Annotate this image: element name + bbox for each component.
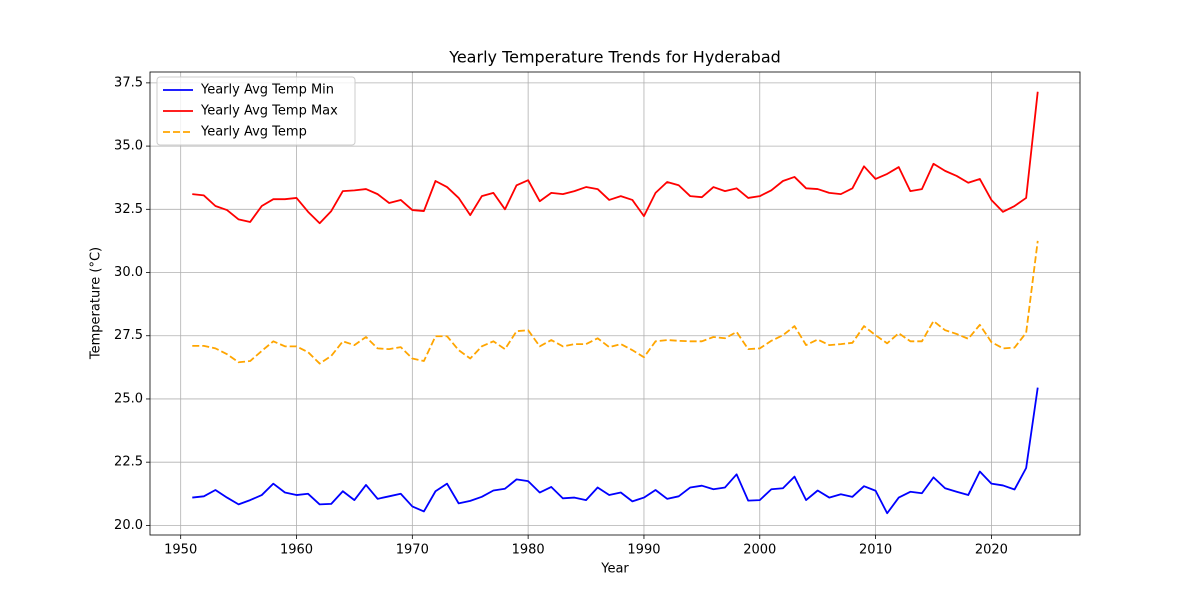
- y-tick-label: 32.5: [114, 202, 143, 217]
- y-tick-label: 35.0: [114, 139, 143, 154]
- legend-box: [156, 76, 356, 146]
- grid: [150, 72, 1080, 535]
- x-tick-label: 1970: [396, 543, 429, 558]
- axes-frame: [149, 71, 1081, 536]
- x-tick-label: 1950: [164, 543, 197, 558]
- legend-label: Yearly Avg Temp Max: [200, 104, 338, 119]
- y-tick-label: 25.0: [114, 391, 143, 406]
- y-axis-label: Temperature (°C): [89, 247, 104, 360]
- data-line: [192, 91, 1039, 225]
- x-tick-label: 2000: [743, 543, 776, 558]
- legend-label: Yearly Avg Temp: [200, 125, 307, 140]
- x-tick-label: 2020: [975, 543, 1008, 558]
- legend-label: Yearly Avg Temp Min: [200, 83, 334, 98]
- chart-title: Yearly Temperature Trends for Hyderabad: [448, 48, 781, 67]
- x-tick-label: 1990: [627, 543, 660, 558]
- y-tick-label: 30.0: [114, 265, 143, 280]
- data-line: [192, 387, 1039, 515]
- legend: Yearly Avg Temp Min Yearly Avg Temp Max Ye…: [156, 76, 356, 146]
- data-line: [192, 240, 1039, 365]
- x-tick-label: 2010: [859, 543, 892, 558]
- y-tick-label: 20.0: [114, 518, 143, 533]
- y-tick-label: 37.5: [114, 75, 143, 90]
- y-tick-label: 22.5: [114, 455, 143, 470]
- y-tick-label: 27.5: [114, 328, 143, 343]
- x-tick-label: 1980: [512, 543, 545, 558]
- x-tick-label: 1960: [280, 543, 313, 558]
- x-axis-label: Year: [600, 562, 629, 577]
